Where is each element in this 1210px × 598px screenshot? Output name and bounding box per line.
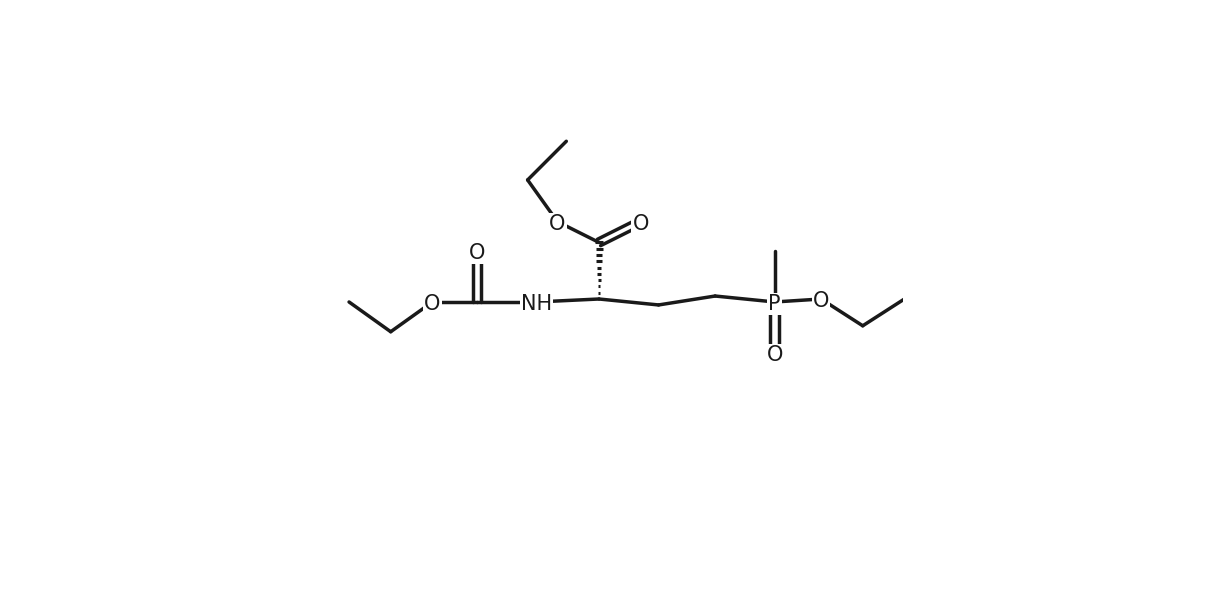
Text: O: O (813, 291, 829, 311)
Text: O: O (468, 243, 485, 263)
Text: O: O (425, 294, 440, 314)
Text: NH: NH (522, 294, 552, 314)
Text: O: O (766, 344, 783, 365)
Text: O: O (633, 213, 649, 234)
Text: O: O (549, 213, 565, 234)
Text: P: P (768, 294, 780, 314)
